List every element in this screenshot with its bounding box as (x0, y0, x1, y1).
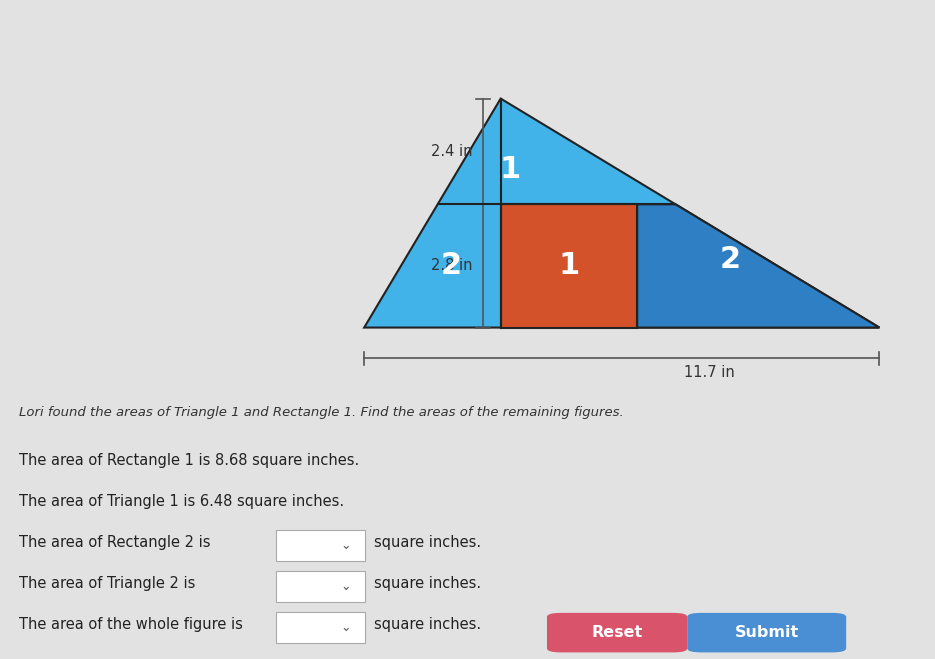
FancyBboxPatch shape (276, 612, 365, 643)
FancyBboxPatch shape (547, 613, 687, 652)
Text: 2.4 in: 2.4 in (430, 144, 472, 159)
Text: 1: 1 (558, 252, 580, 281)
Text: 2: 2 (440, 252, 461, 281)
Text: square inches.: square inches. (374, 535, 482, 550)
Text: ⌄: ⌄ (340, 580, 351, 593)
FancyBboxPatch shape (276, 530, 365, 561)
Text: ⌄: ⌄ (340, 621, 351, 634)
Text: ⌄: ⌄ (340, 539, 351, 552)
Text: square inches.: square inches. (374, 576, 482, 591)
Text: The area of Rectangle 1 is 8.68 square inches.: The area of Rectangle 1 is 8.68 square i… (19, 453, 359, 469)
Text: Lori found the areas of Triangle 1 and Rectangle 1. Find the areas of the remain: Lori found the areas of Triangle 1 and R… (19, 406, 624, 419)
Text: Reset: Reset (592, 625, 642, 640)
Text: Submit: Submit (735, 625, 798, 640)
Polygon shape (637, 204, 880, 328)
Bar (500, 204, 637, 328)
Text: square inches.: square inches. (374, 617, 482, 632)
Text: The area of Rectangle 2 is: The area of Rectangle 2 is (19, 535, 210, 550)
Text: 2.8 in: 2.8 in (430, 258, 472, 273)
FancyBboxPatch shape (687, 613, 846, 652)
Text: 11.7 in: 11.7 in (684, 365, 735, 380)
Text: The area of the whole figure is: The area of the whole figure is (19, 617, 242, 632)
Polygon shape (364, 99, 880, 328)
Text: 1: 1 (499, 154, 521, 183)
Text: The area of Triangle 1 is 6.48 square inches.: The area of Triangle 1 is 6.48 square in… (19, 494, 344, 509)
FancyBboxPatch shape (276, 571, 365, 602)
Text: The area of Triangle 2 is: The area of Triangle 2 is (19, 576, 195, 591)
Text: 2: 2 (720, 245, 741, 274)
